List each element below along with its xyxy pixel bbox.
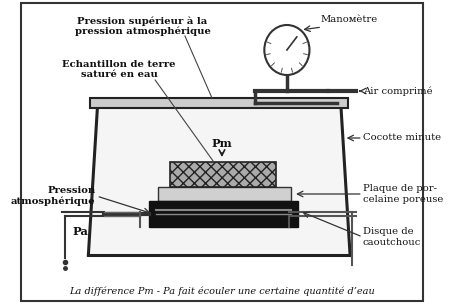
Text: Cocotte minute: Cocotte minute <box>362 133 440 143</box>
Circle shape <box>264 25 309 75</box>
Text: Pression supérieur à la
pression atmosphérique: Pression supérieur à la pression atmosph… <box>74 16 210 36</box>
Text: Manoмètre: Manoмètre <box>320 15 377 24</box>
Text: Disque de
caoutchouc: Disque de caoutchouc <box>362 227 420 247</box>
Text: Pression
atmosphérique: Pression atmosphérique <box>11 186 95 206</box>
Text: Air comprimé: Air comprimé <box>362 86 431 96</box>
Bar <box>90 98 347 108</box>
Bar <box>148 201 297 227</box>
Text: Pa: Pa <box>72 226 88 237</box>
Text: Pm: Pm <box>211 138 232 149</box>
Text: La différence Pm - Pa fait écouler une certaine quantité d’eau: La différence Pm - Pa fait écouler une c… <box>69 286 374 296</box>
Text: Plaque de por-
celaine poreuse: Plaque de por- celaine poreuse <box>362 184 442 204</box>
Text: Echantillon de terre
saturé en eau: Echantillon de terre saturé en eau <box>62 60 175 79</box>
Bar <box>157 187 291 201</box>
Bar <box>169 162 276 187</box>
Polygon shape <box>88 108 349 255</box>
